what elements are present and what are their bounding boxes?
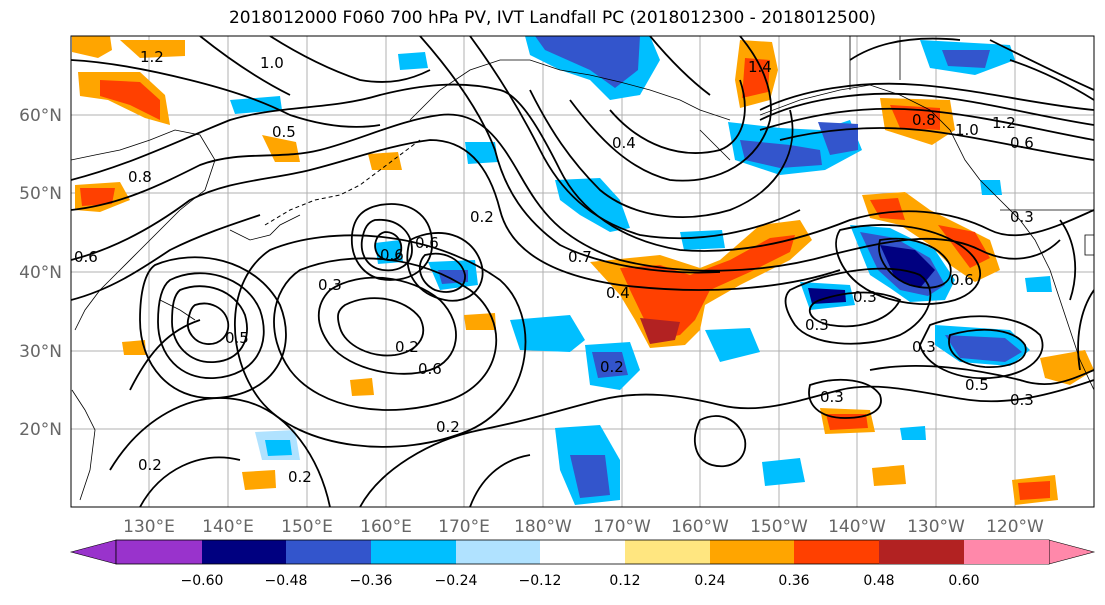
lon-label: 150°E [281,517,333,537]
contour-label: 1.0 [260,54,284,72]
colorbar-tick: −0.24 [435,573,478,589]
contour-label: 1.0 [955,121,979,139]
map-content: 1.2 1.4 1.0 0.5 0.8 0.6 0.3 0.4 0.7 0.2 … [71,36,1094,507]
contour-label: 0.2 [288,468,312,486]
contour-label: 0.7 [568,248,592,266]
contour-label: 0.4 [606,284,630,302]
colorbar-tick: 0.48 [863,573,894,589]
contour-label: 0.3 [1010,391,1034,409]
colorbar-tick: −0.12 [519,573,562,589]
contour-label: 0.8 [128,168,152,186]
colorbar-segment [286,540,371,564]
contour-label: 0.3 [820,388,844,406]
lon-label: 150°W [750,517,808,537]
contour-label: 0.6 [1010,134,1034,152]
lon-label: 170°W [593,517,651,537]
contour-label: 0.8 [912,111,936,129]
map-frame [70,35,1095,508]
latitude-labels: 60°N 50°N 40°N 30°N 20°N [19,106,62,440]
contour-label: 0.6 [415,234,439,252]
contour-label: 1.4 [748,58,772,76]
contour-label: 0.3 [1010,208,1034,226]
pv-contours [71,36,1094,507]
contour-label: 1.2 [140,48,164,66]
lon-label: 130°E [123,517,175,537]
colorbar-segment [116,540,202,564]
contour-label: 0.5 [965,376,989,394]
colorbar-tick: 0.60 [948,573,979,589]
contour-label: 0.3 [805,316,829,334]
colorbar-tick: −0.60 [181,573,224,589]
contour-label: 0.6 [74,248,98,266]
colorbar-segment [710,540,794,564]
lat-label: 60°N [19,106,62,126]
lon-label: 160°W [671,517,729,537]
contour-label: 0.6 [950,271,974,289]
colorbar-segment [794,540,879,564]
lon-label: 130°W [907,517,965,537]
contour-label: 0.2 [470,208,494,226]
colorbar: −0.60 −0.48 −0.36 −0.24 −0.12 0.12 0.24 … [69,539,1096,589]
dateline-boundary [264,139,421,226]
map-title: 2018012000 F060 700 hPa PV, IVT Landfall… [228,8,876,28]
colorbar-tick: 0.12 [609,573,640,589]
contour-label: 1.2 [992,114,1016,132]
colorbar-tick: 0.24 [694,573,725,589]
contour-label: 0.6 [418,360,442,378]
contour-label: 0.6 [380,246,404,264]
contour-label: 0.4 [612,134,636,152]
contour-label: 0.2 [395,338,419,356]
contour-label: 0.3 [912,338,936,356]
colorbar-segment [371,540,456,564]
coastlines [71,36,1094,501]
colorbar-segment [456,540,540,564]
lon-label: 140°E [202,517,254,537]
colorbar-segment [879,540,964,564]
colorbar-extend-right [1048,539,1096,565]
contour-label: 0.3 [853,288,877,306]
contour-label: 0.2 [600,358,624,376]
colorbar-segment [540,540,625,564]
colorbar-tick: 0.36 [778,573,809,589]
contour-label: 0.2 [436,418,460,436]
colorbar-tick: −0.48 [265,573,308,589]
lon-label: 180°W [514,517,572,537]
lon-label: 140°W [828,517,886,537]
lat-label: 50°N [19,184,62,204]
longitude-labels: 130°E 140°E 150°E 160°E 170°E 180°W 170°… [123,517,1044,537]
colorbar-segment [625,540,710,564]
colorbar-extend-left [69,539,117,565]
positive-shading [72,36,1094,505]
lon-label: 120°W [986,517,1044,537]
colorbar-segment [202,540,286,564]
lon-label: 170°E [438,517,490,537]
colorbar-ticks: −0.60 −0.48 −0.36 −0.24 −0.12 0.12 0.24 … [181,573,980,589]
contour-label: 0.2 [138,456,162,474]
contour-label: 0.5 [225,329,249,347]
colorbar-segment [964,540,1049,564]
contour-labels: 1.2 1.4 1.0 0.5 0.8 0.6 0.3 0.4 0.7 0.2 … [74,48,1034,486]
contour-label: 0.3 [318,276,342,294]
lat-label: 20°N [19,420,62,440]
lon-label: 160°E [360,517,412,537]
lat-label: 30°N [19,342,62,362]
contour-label: 0.5 [272,123,296,141]
colorbar-tick: −0.36 [350,573,393,589]
lat-label: 40°N [19,263,62,283]
